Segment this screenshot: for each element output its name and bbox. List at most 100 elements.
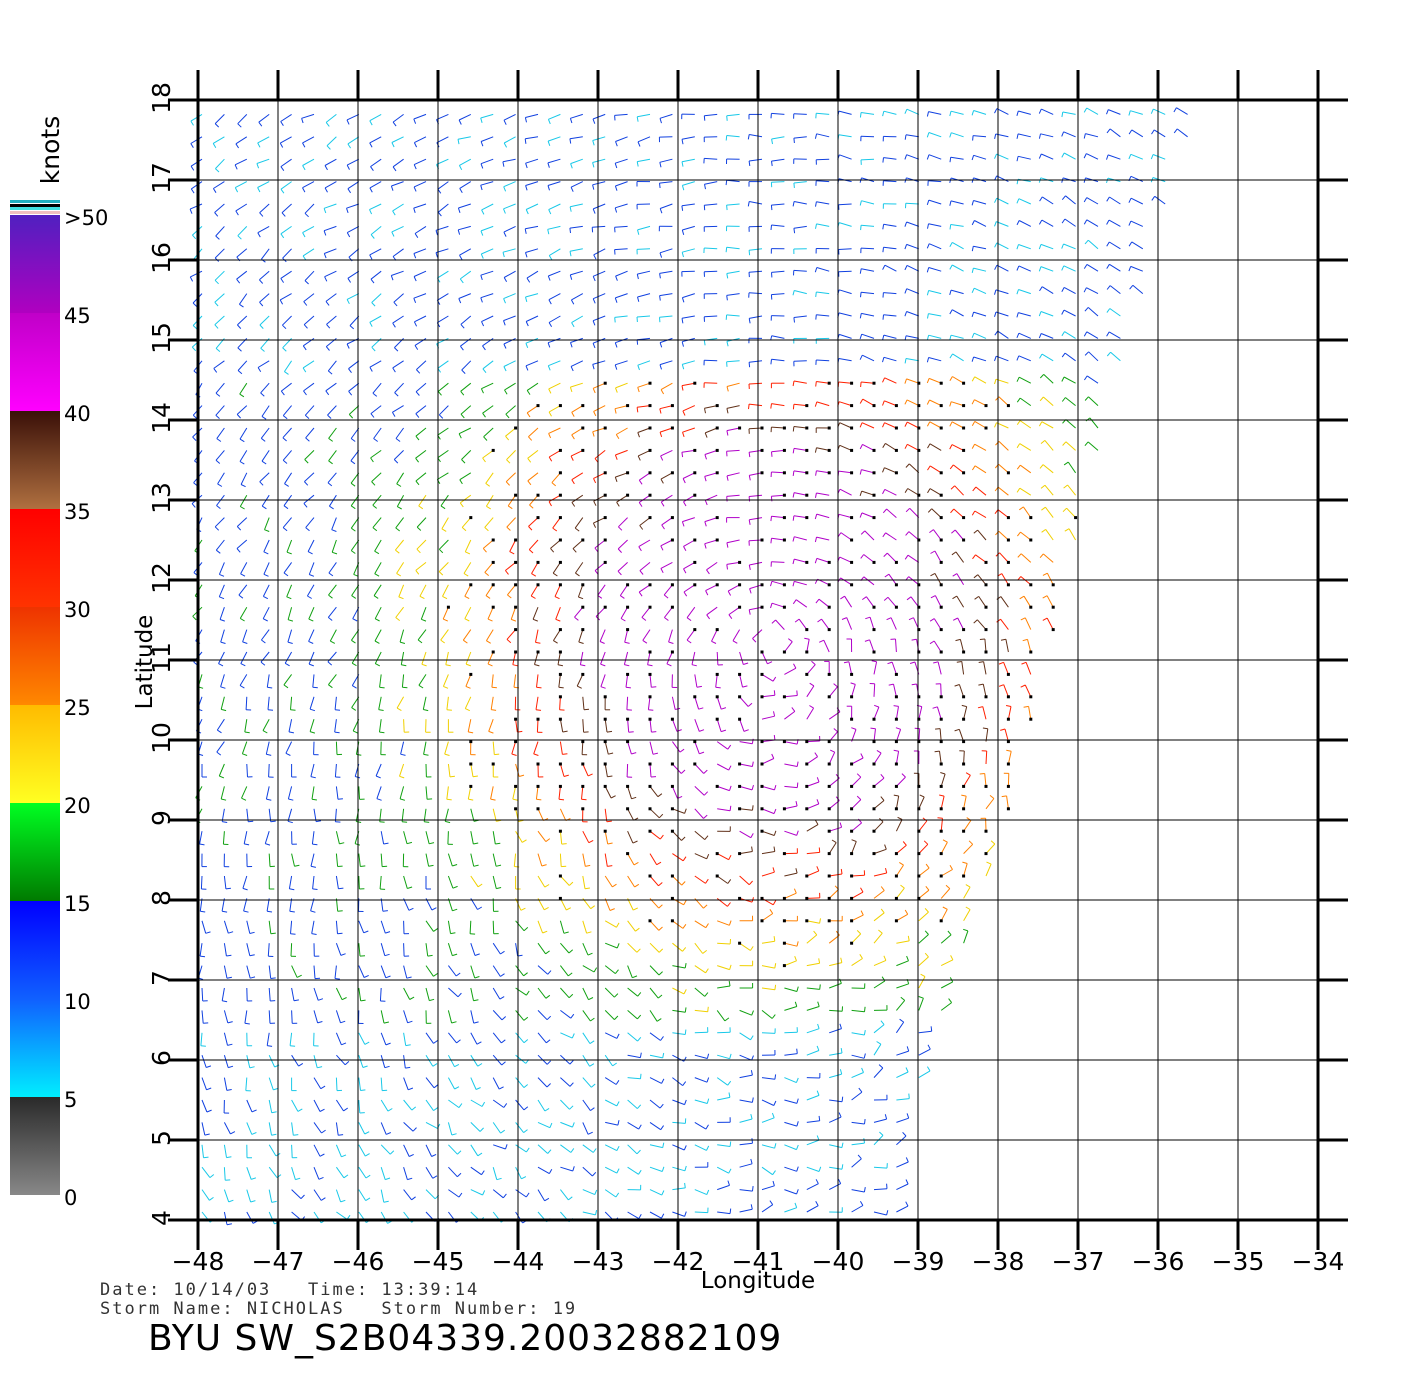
wind-barb-feather (203, 1156, 209, 1159)
rain-flag (760, 740, 764, 744)
wind-barb (592, 360, 606, 365)
wind-barb (694, 875, 706, 884)
wind-barb (659, 315, 673, 318)
rain-flag (670, 874, 674, 878)
wind-barb-feather (390, 275, 394, 281)
wind-barb-feather (1016, 133, 1019, 139)
wind-barb-feather (926, 357, 930, 363)
wind-barb (1086, 263, 1099, 272)
wind-barb-feather (507, 505, 513, 510)
rain-flag (850, 381, 854, 385)
wind-barb-feather (550, 548, 555, 553)
wind-barb-feather (1040, 484, 1046, 489)
wind-barb-feather (351, 595, 357, 599)
wind-barb-feather (1017, 531, 1021, 537)
wind-barb (1019, 487, 1032, 496)
wind-barb-feather (816, 799, 820, 805)
wind-barb (732, 629, 741, 642)
wind-barb (663, 584, 673, 596)
wind-barb (660, 472, 673, 480)
wind-barb (895, 706, 899, 720)
rain-flag (1006, 784, 1010, 788)
wind-barb-feather (281, 212, 286, 217)
wind-barb-feather (859, 1200, 864, 1206)
wind-barb-feather (638, 1169, 642, 1175)
wind-barb-feather (904, 421, 908, 427)
wind-barb (1001, 573, 1009, 586)
wind-barb (256, 158, 270, 164)
rain-flag (738, 605, 742, 609)
wind-barb (895, 1021, 905, 1034)
wind-barb-feather (576, 685, 582, 689)
wind-barb-feather (882, 157, 884, 163)
rain-flag (715, 695, 719, 699)
wind-barb-feather (310, 910, 316, 913)
wind-barb (615, 158, 628, 164)
wind-barb (1046, 617, 1054, 630)
wind-barb (392, 158, 404, 168)
wind-barb (907, 443, 920, 451)
wind-barb (525, 360, 539, 367)
rain-flag (648, 695, 652, 699)
wind-barb (726, 135, 740, 138)
wind-barb-feather (319, 1153, 325, 1157)
rain-flag (850, 695, 854, 699)
wind-barb-feather (392, 166, 397, 172)
wind-barb-feather (551, 482, 557, 487)
wind-barb (515, 719, 518, 733)
wind-barb (604, 786, 612, 799)
wind-barb (694, 1077, 708, 1083)
wind-barb-feather (302, 165, 306, 171)
wind-barb (460, 270, 472, 280)
wind-barb (201, 1166, 211, 1178)
wind-barb-feather (707, 1006, 709, 1012)
wind-barb (525, 337, 539, 344)
wind-barb (216, 741, 225, 753)
wind-barb-feather (585, 864, 591, 867)
wind-barb (873, 1118, 887, 1123)
wind-barb-feather (615, 434, 620, 440)
wind-barb-feather (428, 842, 435, 845)
wind-barb (329, 629, 337, 642)
rain-flag (850, 516, 854, 520)
wind-barb-feather (475, 1087, 481, 1090)
wind-barb-feather (878, 929, 883, 934)
rain-flag (984, 628, 988, 632)
wind-barb (816, 180, 830, 183)
wind-barb-feather (242, 753, 248, 756)
rain-flag (850, 448, 854, 452)
wind-barb (794, 536, 807, 541)
wind-barb-feather (226, 954, 232, 957)
wind-barb (458, 225, 471, 231)
x-tick-label: −35 (1212, 1247, 1265, 1276)
wind-barb (748, 539, 763, 542)
wind-barb-feather (638, 546, 642, 552)
wind-barb (771, 580, 785, 586)
wind-barb (215, 539, 225, 551)
wind-barb (649, 1054, 663, 1059)
wind-barb (482, 539, 494, 549)
wind-barb-feather (652, 752, 659, 755)
wind-barb (806, 1166, 820, 1172)
wind-barb-feather (905, 531, 910, 536)
wind-barb-feather (395, 617, 401, 621)
colorbar-tick-label: 45 (64, 304, 91, 328)
wind-barb-feather (548, 456, 553, 462)
rain-flag (603, 516, 607, 520)
wind-barb (905, 134, 919, 138)
wind-barb-feather (375, 775, 381, 779)
rain-flag (738, 695, 742, 699)
wind-barb-feather (548, 322, 553, 328)
wind-barb-feather (874, 704, 880, 708)
wind-barb-feather (191, 346, 197, 352)
wind-barb (559, 763, 565, 777)
wind-barb-feather (660, 1125, 665, 1130)
wind-barb-feather (369, 187, 373, 193)
wind-barb-feather (956, 661, 962, 663)
wind-barb-feather (662, 1142, 665, 1148)
wind-barb (571, 472, 584, 481)
wind-barb (816, 314, 830, 317)
wind-barb (716, 719, 722, 732)
wind-barb-feather (312, 888, 318, 890)
wind-barb (574, 517, 584, 529)
